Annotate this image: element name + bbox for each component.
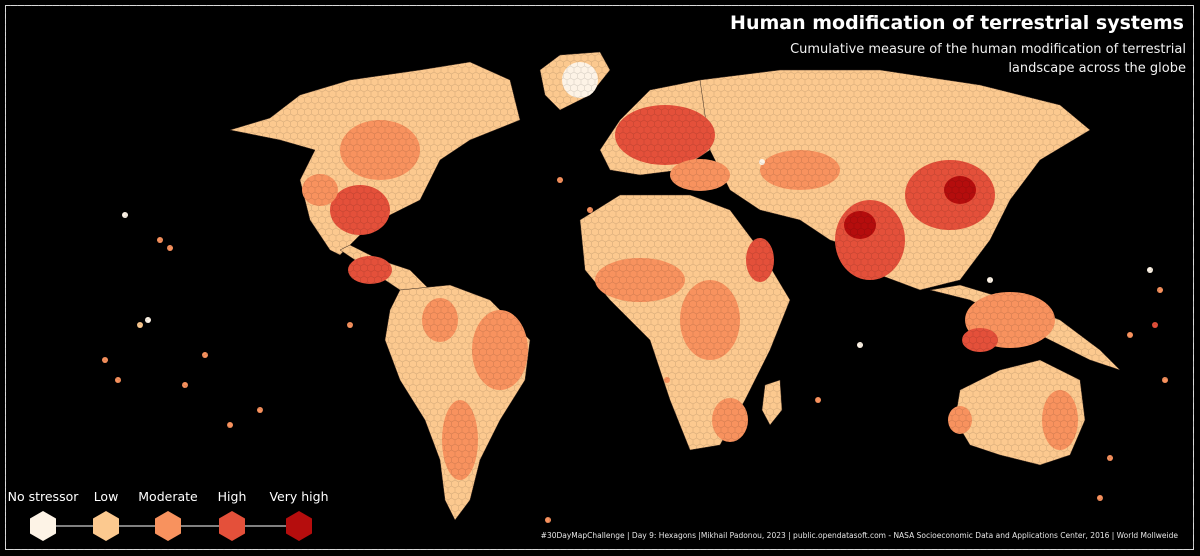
legend-label-very-high: Very high	[269, 489, 329, 504]
legend-swatches	[30, 511, 312, 541]
credit-line: #30DayMapChallenge | Day 9: Hexagons |Mi…	[540, 531, 1178, 540]
legend-swatch-high	[219, 511, 245, 541]
legend-swatch-no-stressor	[30, 511, 56, 541]
map-title: Human modification of terrestrial system…	[730, 12, 1184, 34]
legend-label-moderate: Moderate	[138, 489, 198, 504]
legend-label-no-stressor: No stressor	[7, 489, 79, 504]
legend-label-high: High	[217, 489, 247, 504]
legend: No stressor Low Moderate High Very high	[0, 484, 340, 554]
legend-swatch-very-high	[286, 511, 312, 541]
legend-label-low: Low	[93, 489, 119, 504]
map-subtitle: Cumulative measure of the human modifica…	[790, 42, 1186, 76]
legend-swatch-moderate	[155, 511, 181, 541]
legend-swatch-low	[93, 511, 119, 541]
